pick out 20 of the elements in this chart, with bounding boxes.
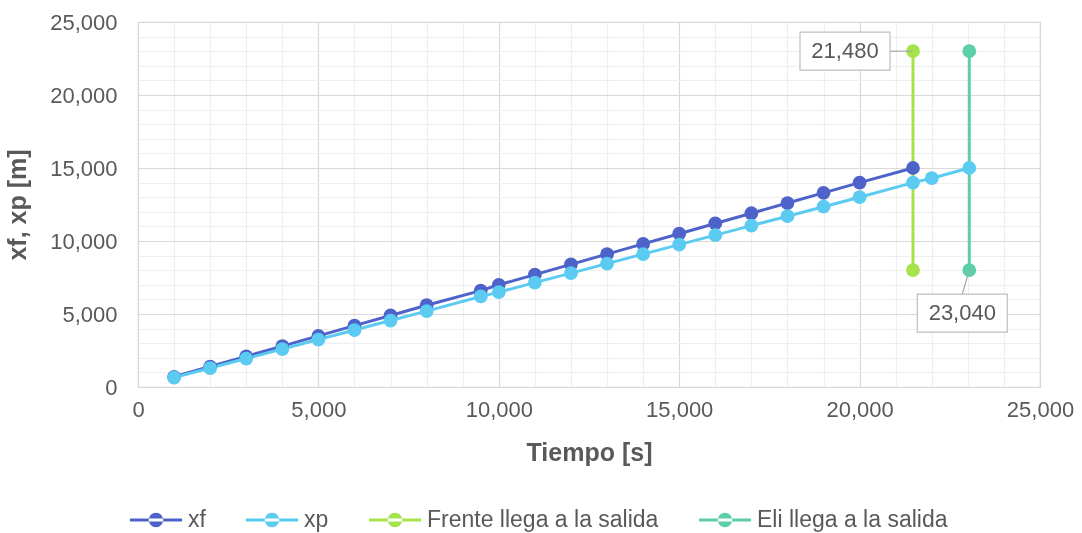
legend-label: Frente llega a la salida [427, 506, 659, 532]
x-tick-label: 15,000 [646, 396, 714, 422]
annotation: 21,480 [811, 38, 879, 64]
y-tick-label: 0 [105, 374, 118, 400]
y-tick-label: 10,000 [50, 228, 118, 254]
legend-label: xp [304, 506, 329, 532]
legend-label: xf [188, 506, 207, 532]
legend-label: Eli llega a la salida [757, 506, 948, 532]
x-tick-label: 0 [132, 396, 145, 422]
y-tick-label: 15,000 [50, 155, 118, 181]
y-axis-title: xf, xp [m] [3, 149, 32, 261]
y-tick-label: 5,000 [62, 301, 118, 327]
x-tick-label: 25,000 [1006, 396, 1075, 422]
y-tick-label: 25,000 [50, 9, 118, 35]
x-tick-label: 5,000 [291, 396, 347, 422]
x-tick-label: 20,000 [826, 396, 894, 422]
x-tick-label: 10,000 [465, 396, 533, 422]
x-axis-title: Tiempo [s] [526, 437, 653, 466]
annotation: 23,040 [928, 300, 996, 326]
y-tick-label: 20,000 [50, 82, 118, 108]
